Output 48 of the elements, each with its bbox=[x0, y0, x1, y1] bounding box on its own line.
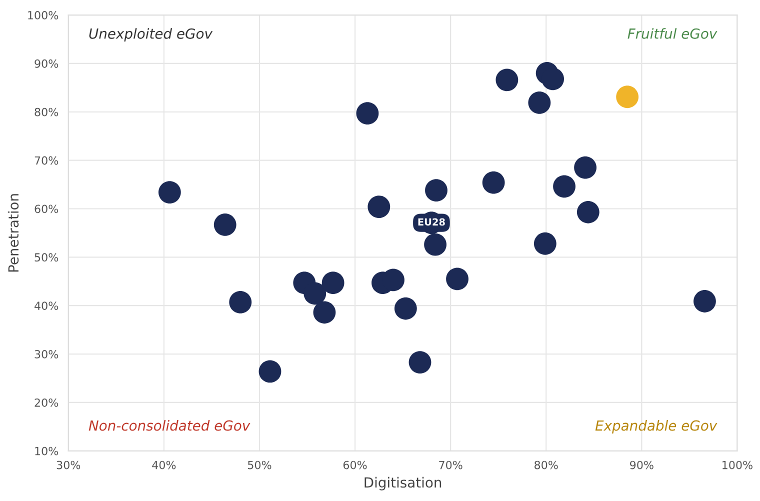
point bbox=[424, 233, 446, 256]
x-tick-label: 80% bbox=[534, 460, 558, 470]
annotation: Non-consolidated eGov bbox=[88, 420, 250, 431]
point bbox=[425, 179, 448, 202]
x-tick-label: 70% bbox=[439, 460, 462, 470]
x-tick-label: 90% bbox=[630, 460, 654, 470]
point bbox=[496, 68, 518, 92]
y-tick-label: 70% bbox=[34, 156, 58, 165]
point bbox=[394, 297, 417, 320]
point bbox=[158, 181, 181, 204]
point bbox=[482, 171, 505, 194]
point bbox=[322, 272, 344, 294]
point bbox=[542, 68, 564, 90]
y-tick-label: 30% bbox=[34, 350, 58, 358]
y-axis-title: Penetration bbox=[8, 194, 19, 272]
annotation: Fruitful eGov bbox=[628, 28, 718, 39]
point bbox=[446, 268, 468, 290]
annotation: Unexploited eGov bbox=[89, 28, 213, 42]
point bbox=[313, 301, 336, 324]
y-tick-label: 20% bbox=[34, 398, 58, 407]
x-tick-label: 50% bbox=[248, 460, 272, 470]
point bbox=[616, 86, 639, 108]
point bbox=[304, 282, 326, 305]
point bbox=[356, 102, 379, 125]
point bbox=[574, 156, 596, 179]
point bbox=[368, 196, 390, 218]
x-tick-label: 60% bbox=[343, 460, 367, 470]
y-tick-label: 100% bbox=[28, 11, 58, 20]
point bbox=[214, 214, 236, 236]
point bbox=[229, 291, 252, 314]
x-tick-label: 30% bbox=[56, 460, 80, 470]
x-tick-label: 100% bbox=[722, 460, 752, 470]
point bbox=[553, 175, 576, 198]
y-tick-label: 40% bbox=[34, 302, 58, 310]
point bbox=[534, 232, 556, 255]
point bbox=[694, 290, 716, 312]
x-tick-label: 40% bbox=[152, 460, 176, 470]
point bbox=[408, 351, 432, 374]
y-tick-label: 50% bbox=[34, 253, 58, 262]
point bbox=[258, 360, 282, 383]
y-tick-label: 90% bbox=[34, 59, 58, 68]
annotation: Expandable eGov bbox=[595, 420, 718, 434]
y-tick-label: 60% bbox=[34, 204, 58, 214]
point bbox=[528, 91, 551, 114]
point bbox=[576, 200, 600, 224]
y-tick-label: 10% bbox=[35, 446, 58, 456]
y-tick-label: 80% bbox=[34, 108, 58, 116]
x-axis-title: Digitisation bbox=[364, 476, 442, 490]
